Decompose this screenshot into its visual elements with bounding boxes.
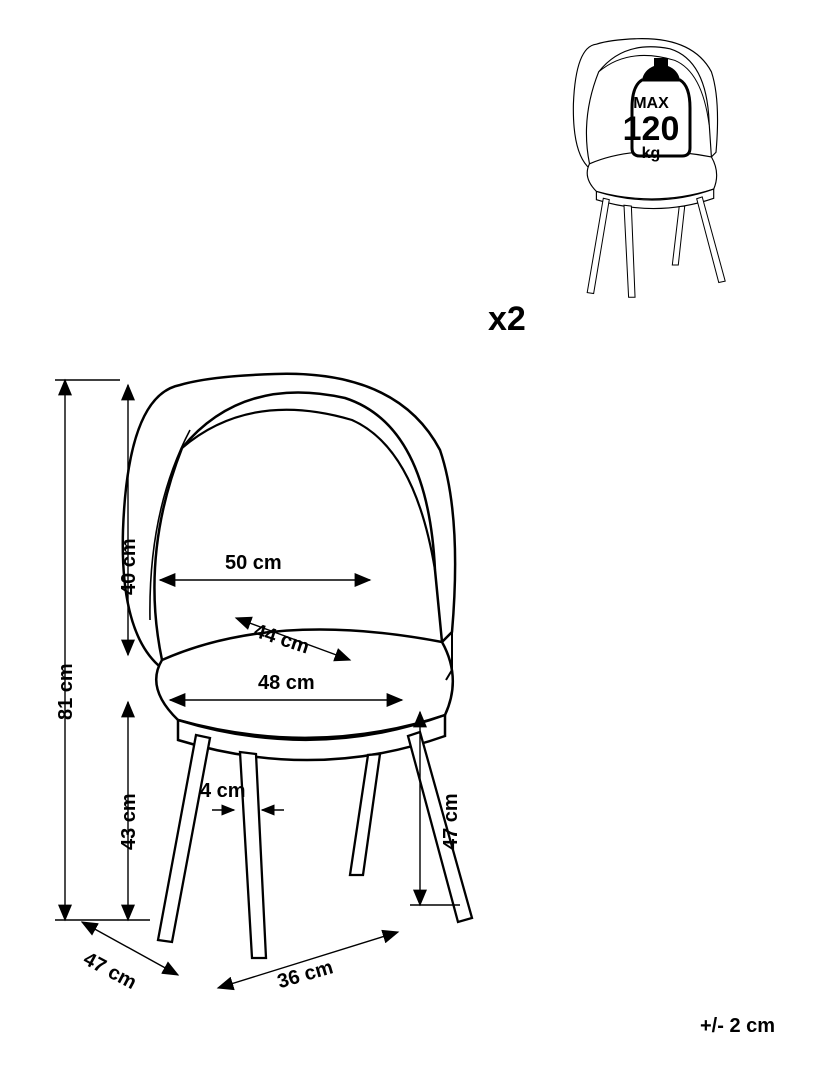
dim-total-height: 81 cm [55, 663, 78, 720]
dim-back-height: 40 cm [118, 538, 141, 595]
dim-leg-thickness: 4 cm [200, 780, 246, 803]
dim-seat-to-floor: 43 cm [118, 793, 141, 850]
tolerance-label: +/- 2 cm [700, 1015, 775, 1038]
dim-front-leg-height: 47 cm [440, 793, 463, 850]
dim-seat-front: 48 cm [258, 672, 315, 695]
dim-seat-width: 50 cm [225, 552, 282, 575]
